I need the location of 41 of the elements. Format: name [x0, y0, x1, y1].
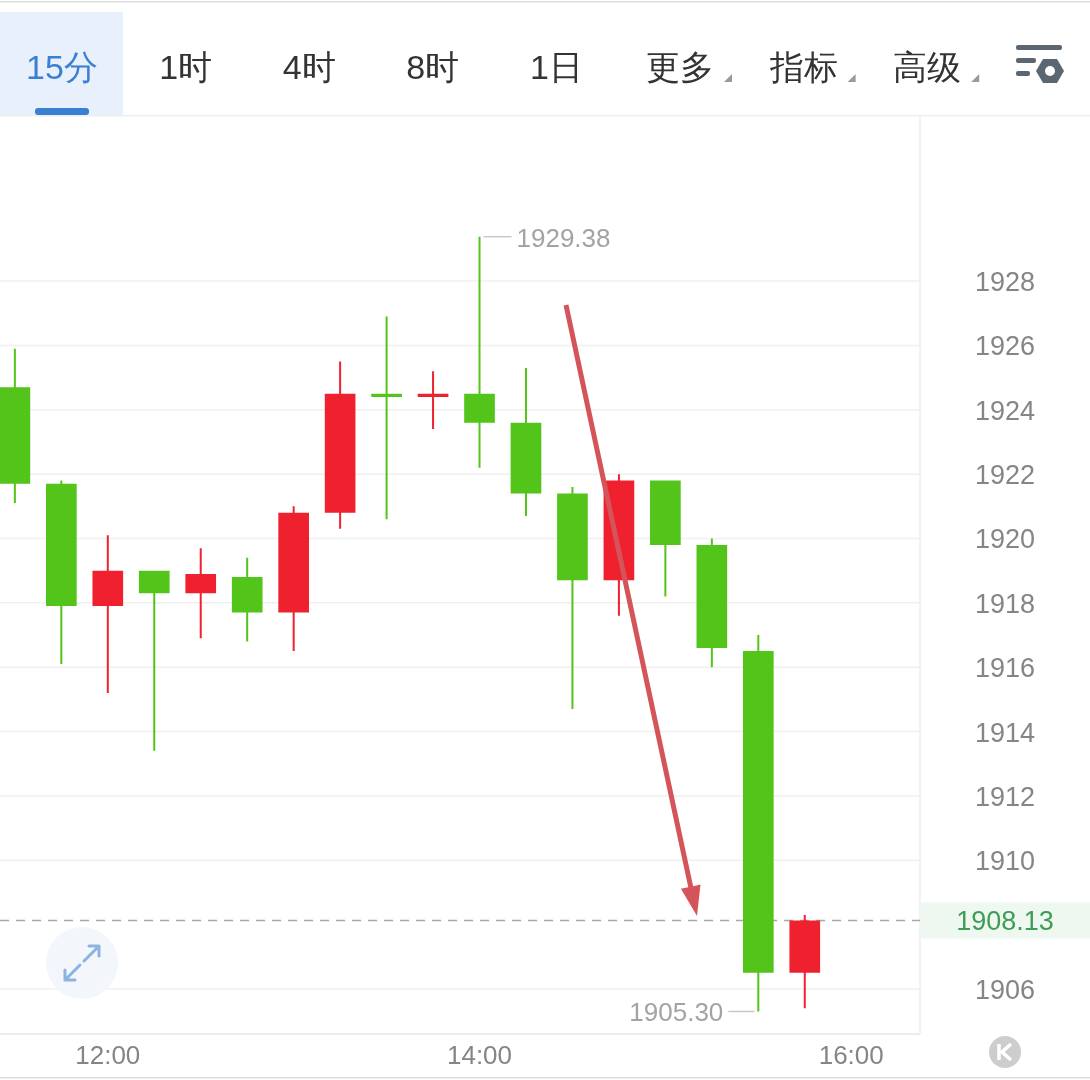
candlestick	[231, 557, 263, 642]
y-tick-label: 1906	[974, 974, 1036, 1005]
candlestick	[650, 480, 681, 597]
y-tick-label: 1914	[974, 717, 1036, 748]
y-tick-label: 1910	[974, 846, 1036, 877]
text: 4时	[282, 48, 336, 86]
candlestick	[464, 236, 495, 468]
candlestick	[789, 914, 821, 1009]
text: 8时	[406, 48, 460, 86]
candlestick	[0, 348, 31, 504]
x-tick-label: 12:00	[75, 1040, 141, 1070]
ref-line-label: 1908.13	[956, 906, 1054, 937]
candlestick	[46, 480, 77, 664]
y-tick-label: 1912	[974, 781, 1036, 812]
text: 1日	[529, 48, 583, 86]
x-tick-label: 16:00	[818, 1040, 884, 1070]
candlestick	[557, 487, 588, 710]
candlestick	[510, 367, 542, 516]
annotation: 1905.30	[629, 997, 724, 1028]
text: 更多	[646, 48, 714, 86]
annotation: 1929.38	[516, 222, 611, 253]
y-tick-label: 1926	[974, 331, 1036, 362]
candlestick	[371, 316, 402, 520]
text: 高级	[893, 48, 962, 86]
y-tick-label: 1922	[974, 460, 1036, 491]
candlestick	[324, 361, 356, 529]
y-tick-label: 1916	[974, 653, 1036, 684]
y-tick-label: 1928	[974, 267, 1036, 298]
candlestick	[696, 538, 728, 668]
candlestick	[138, 570, 170, 751]
text: 1时	[159, 48, 213, 86]
y-tick-label: 1918	[974, 588, 1036, 619]
y-tick-label: 1920	[974, 524, 1036, 555]
text: 指标	[768, 48, 838, 86]
y-tick-label: 1924	[974, 395, 1036, 426]
x-tick-label: 14:00	[446, 1040, 513, 1070]
candlestick	[92, 535, 124, 693]
candlestick	[417, 371, 449, 430]
text: 15分	[26, 48, 98, 86]
candlestick	[185, 548, 217, 639]
candlestick	[278, 506, 309, 652]
